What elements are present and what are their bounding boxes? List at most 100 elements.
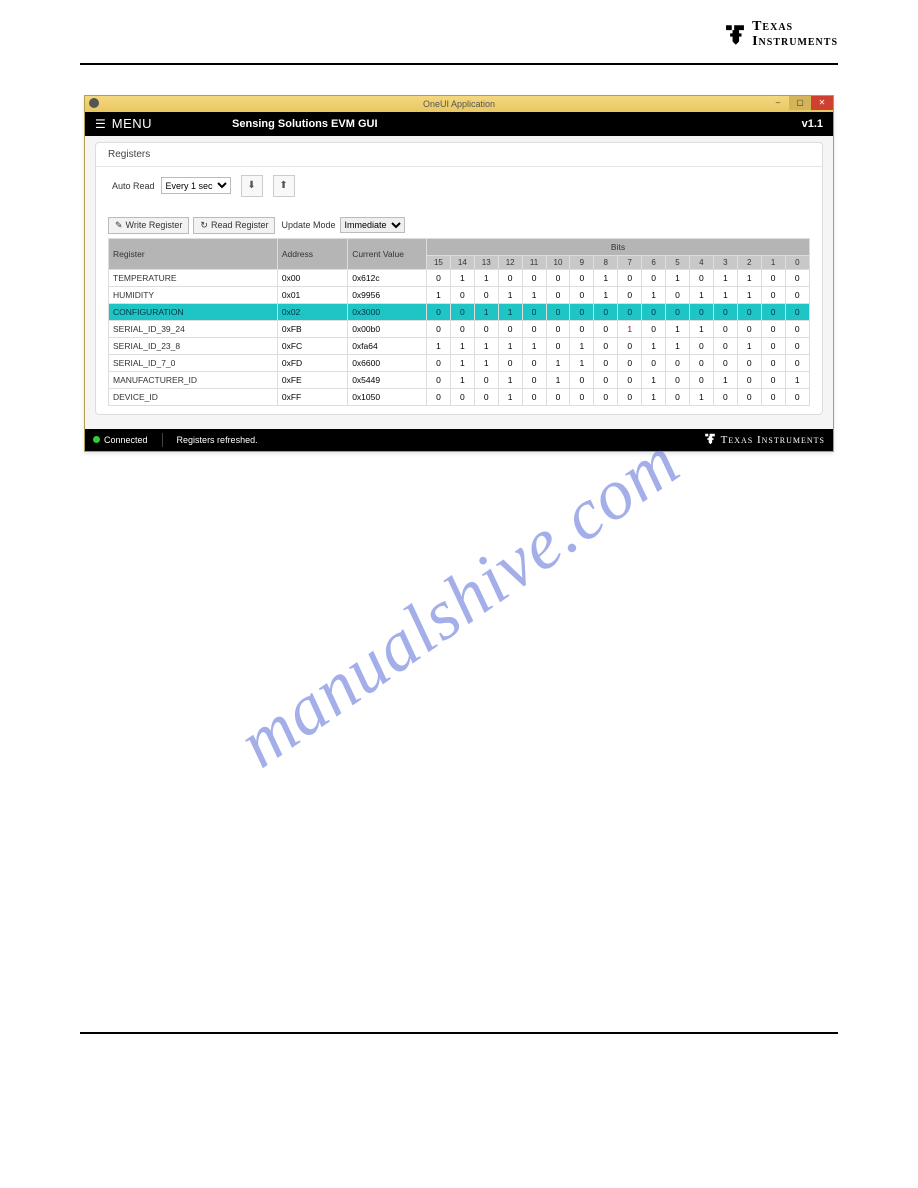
bit-cell[interactable]: 0 (498, 269, 522, 286)
bit-cell[interactable]: 0 (594, 371, 618, 388)
bit-cell[interactable]: 0 (546, 320, 570, 337)
bit-cell[interactable]: 0 (522, 320, 546, 337)
bit-cell[interactable]: 0 (761, 303, 785, 320)
bit-cell[interactable]: 0 (522, 354, 546, 371)
bit-cell[interactable]: 0 (546, 303, 570, 320)
bit-cell[interactable]: 0 (713, 388, 737, 405)
bit-cell[interactable]: 0 (642, 303, 666, 320)
bit-cell[interactable]: 0 (594, 320, 618, 337)
bit-cell[interactable]: 1 (474, 269, 498, 286)
bit-cell[interactable]: 0 (785, 388, 809, 405)
bit-cell[interactable]: 1 (474, 337, 498, 354)
bit-cell[interactable]: 0 (618, 337, 642, 354)
bit-cell[interactable]: 0 (546, 388, 570, 405)
bit-cell[interactable]: 1 (450, 269, 474, 286)
bit-cell[interactable]: 0 (666, 354, 690, 371)
table-row[interactable]: MANUFACTURER_ID0xFE0x5449010101000100100… (109, 371, 810, 388)
bit-cell[interactable]: 0 (594, 388, 618, 405)
bit-cell[interactable]: 0 (426, 303, 450, 320)
bit-cell[interactable]: 0 (761, 320, 785, 337)
table-row[interactable]: HUMIDITY0x010x99561001100101011100 (109, 286, 810, 303)
bit-cell[interactable]: 1 (594, 269, 618, 286)
bit-cell[interactable]: 0 (689, 354, 713, 371)
bit-cell[interactable]: 1 (498, 388, 522, 405)
bit-cell[interactable]: 1 (737, 286, 761, 303)
bit-cell[interactable]: 1 (546, 371, 570, 388)
auto-read-select[interactable]: Every 1 sec (161, 177, 231, 194)
bit-cell[interactable]: 1 (689, 286, 713, 303)
bit-cell[interactable]: 0 (713, 320, 737, 337)
bit-cell[interactable]: 0 (426, 354, 450, 371)
bit-cell[interactable]: 1 (426, 337, 450, 354)
bit-cell[interactable]: 0 (737, 303, 761, 320)
bit-cell[interactable]: 0 (426, 388, 450, 405)
bit-cell[interactable]: 0 (570, 371, 594, 388)
bit-cell[interactable]: 1 (666, 269, 690, 286)
bit-cell[interactable]: 0 (642, 354, 666, 371)
bit-cell[interactable]: 0 (761, 388, 785, 405)
bit-cell[interactable]: 1 (642, 286, 666, 303)
bit-cell[interactable]: 0 (546, 286, 570, 303)
upload-button[interactable]: ⬆ (273, 175, 295, 197)
maximize-button[interactable]: ▢ (789, 96, 811, 110)
bit-cell[interactable]: 0 (689, 303, 713, 320)
bit-cell[interactable]: 0 (713, 337, 737, 354)
bit-cell[interactable]: 0 (594, 337, 618, 354)
bit-cell[interactable]: 1 (450, 371, 474, 388)
bit-cell[interactable]: 1 (522, 286, 546, 303)
bit-cell[interactable]: 0 (618, 303, 642, 320)
bit-cell[interactable]: 0 (713, 303, 737, 320)
bit-cell[interactable]: 0 (785, 320, 809, 337)
bit-cell[interactable]: 0 (618, 354, 642, 371)
download-button[interactable]: ⬇ (241, 175, 263, 197)
bit-cell[interactable]: 0 (474, 388, 498, 405)
table-row[interactable]: SERIAL_ID_23_80xFC0xfa641111101001100100 (109, 337, 810, 354)
bit-cell[interactable]: 1 (450, 337, 474, 354)
table-row[interactable]: SERIAL_ID_7_00xFD0x66000110011000000000 (109, 354, 810, 371)
bit-cell[interactable]: 0 (666, 303, 690, 320)
bit-cell[interactable]: 1 (618, 320, 642, 337)
bit-cell[interactable]: 0 (689, 337, 713, 354)
bit-cell[interactable]: 0 (594, 303, 618, 320)
bit-cell[interactable]: 0 (689, 269, 713, 286)
bit-cell[interactable]: 0 (522, 371, 546, 388)
bit-cell[interactable]: 0 (546, 269, 570, 286)
bit-cell[interactable]: 0 (737, 320, 761, 337)
bit-cell[interactable]: 1 (546, 354, 570, 371)
bit-cell[interactable]: 1 (642, 388, 666, 405)
bit-cell[interactable]: 0 (498, 354, 522, 371)
bit-cell[interactable]: 0 (594, 354, 618, 371)
bit-cell[interactable]: 1 (713, 371, 737, 388)
bit-cell[interactable]: 0 (426, 320, 450, 337)
bit-cell[interactable]: 1 (498, 303, 522, 320)
bit-cell[interactable]: 0 (761, 354, 785, 371)
bit-cell[interactable]: 0 (522, 388, 546, 405)
bit-cell[interactable]: 1 (474, 303, 498, 320)
bit-cell[interactable]: 0 (522, 303, 546, 320)
bit-cell[interactable]: 0 (618, 269, 642, 286)
bit-cell[interactable]: 0 (498, 320, 522, 337)
hamburger-icon[interactable]: ☰ (95, 117, 106, 131)
bit-cell[interactable]: 0 (642, 320, 666, 337)
bit-cell[interactable]: 1 (498, 337, 522, 354)
bit-cell[interactable]: 0 (761, 286, 785, 303)
bit-cell[interactable]: 1 (450, 354, 474, 371)
bit-cell[interactable]: 0 (666, 286, 690, 303)
bit-cell[interactable]: 1 (689, 320, 713, 337)
bit-cell[interactable]: 0 (474, 320, 498, 337)
bit-cell[interactable]: 1 (737, 337, 761, 354)
bit-cell[interactable]: 0 (426, 269, 450, 286)
bit-cell[interactable]: 0 (546, 337, 570, 354)
bit-cell[interactable]: 1 (642, 337, 666, 354)
bit-cell[interactable]: 0 (474, 286, 498, 303)
bit-cell[interactable]: 0 (785, 269, 809, 286)
bit-cell[interactable]: 0 (785, 337, 809, 354)
bit-cell[interactable]: 0 (642, 269, 666, 286)
bit-cell[interactable]: 0 (450, 320, 474, 337)
bit-cell[interactable]: 0 (785, 303, 809, 320)
bit-cell[interactable]: 1 (570, 337, 594, 354)
bit-cell[interactable]: 0 (570, 269, 594, 286)
bit-cell[interactable]: 1 (666, 337, 690, 354)
bit-cell[interactable]: 0 (450, 303, 474, 320)
bit-cell[interactable]: 1 (737, 269, 761, 286)
